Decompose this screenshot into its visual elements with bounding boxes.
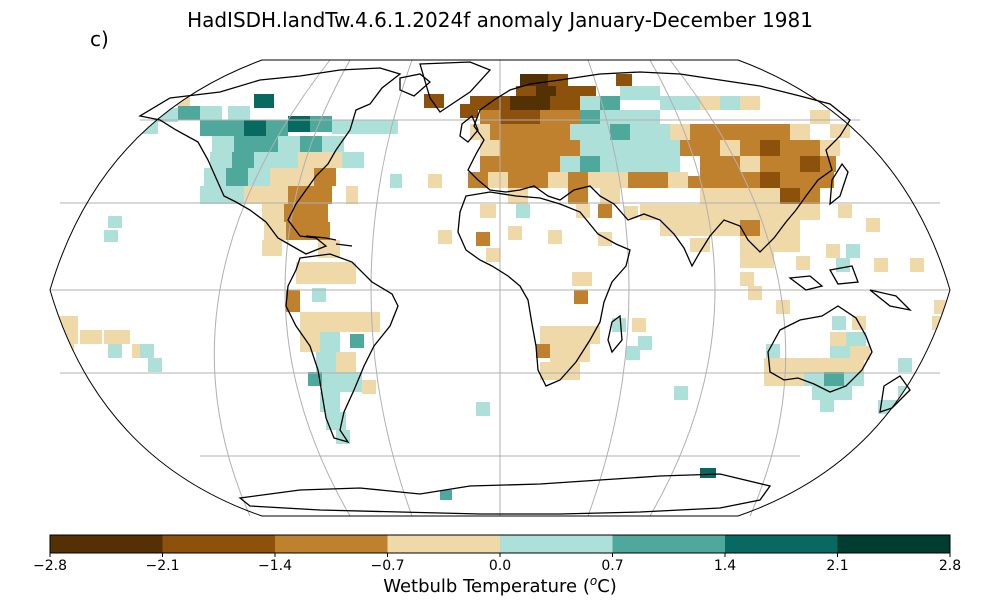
- colorbar-tick-label: 2.1: [826, 558, 849, 574]
- colorbar: [49, 534, 951, 557]
- colorbar-tick-label: 1.4: [713, 558, 737, 574]
- coastlines: [138, 61, 912, 515]
- colorbar-tick-label: −2.1: [145, 558, 180, 574]
- colorbar-tick-label: −2.8: [33, 558, 67, 574]
- map-title: HadISDH.landTw.4.6.1.2024f anomaly Janua…: [187, 8, 813, 32]
- colorbar-tick-label: 0.0: [488, 558, 512, 574]
- colorbar-label-superscript: o: [589, 574, 598, 588]
- graticule: [50, 59, 950, 517]
- colorbar-label: Wetbulb Temperature (oC): [0, 574, 1000, 597]
- globe-outline: [49, 59, 951, 517]
- colorbar-swatch: [387, 535, 501, 553]
- colorbar-swatch: [50, 535, 163, 553]
- panel-label: c): [90, 27, 109, 51]
- colorbar-swatch: [162, 535, 276, 553]
- colorbar-tick-label: −0.7: [370, 558, 405, 574]
- colorbar-swatch: [275, 535, 388, 553]
- colorbar-label-unit: C): [597, 576, 617, 597]
- colorbar-swatch: [725, 535, 838, 553]
- anomaly-grid-cells: [52, 74, 948, 500]
- colorbar-tick-label: 0.7: [601, 558, 624, 574]
- colorbar-swatch: [612, 535, 726, 553]
- colorbar-label-text: Wetbulb Temperature (: [383, 576, 590, 597]
- colorbar-tick-label: 2.8: [938, 558, 962, 574]
- colorbar-tick-label: −1.4: [258, 558, 292, 574]
- colorbar-swatch: [837, 535, 951, 553]
- colorbar-swatch: [500, 535, 613, 553]
